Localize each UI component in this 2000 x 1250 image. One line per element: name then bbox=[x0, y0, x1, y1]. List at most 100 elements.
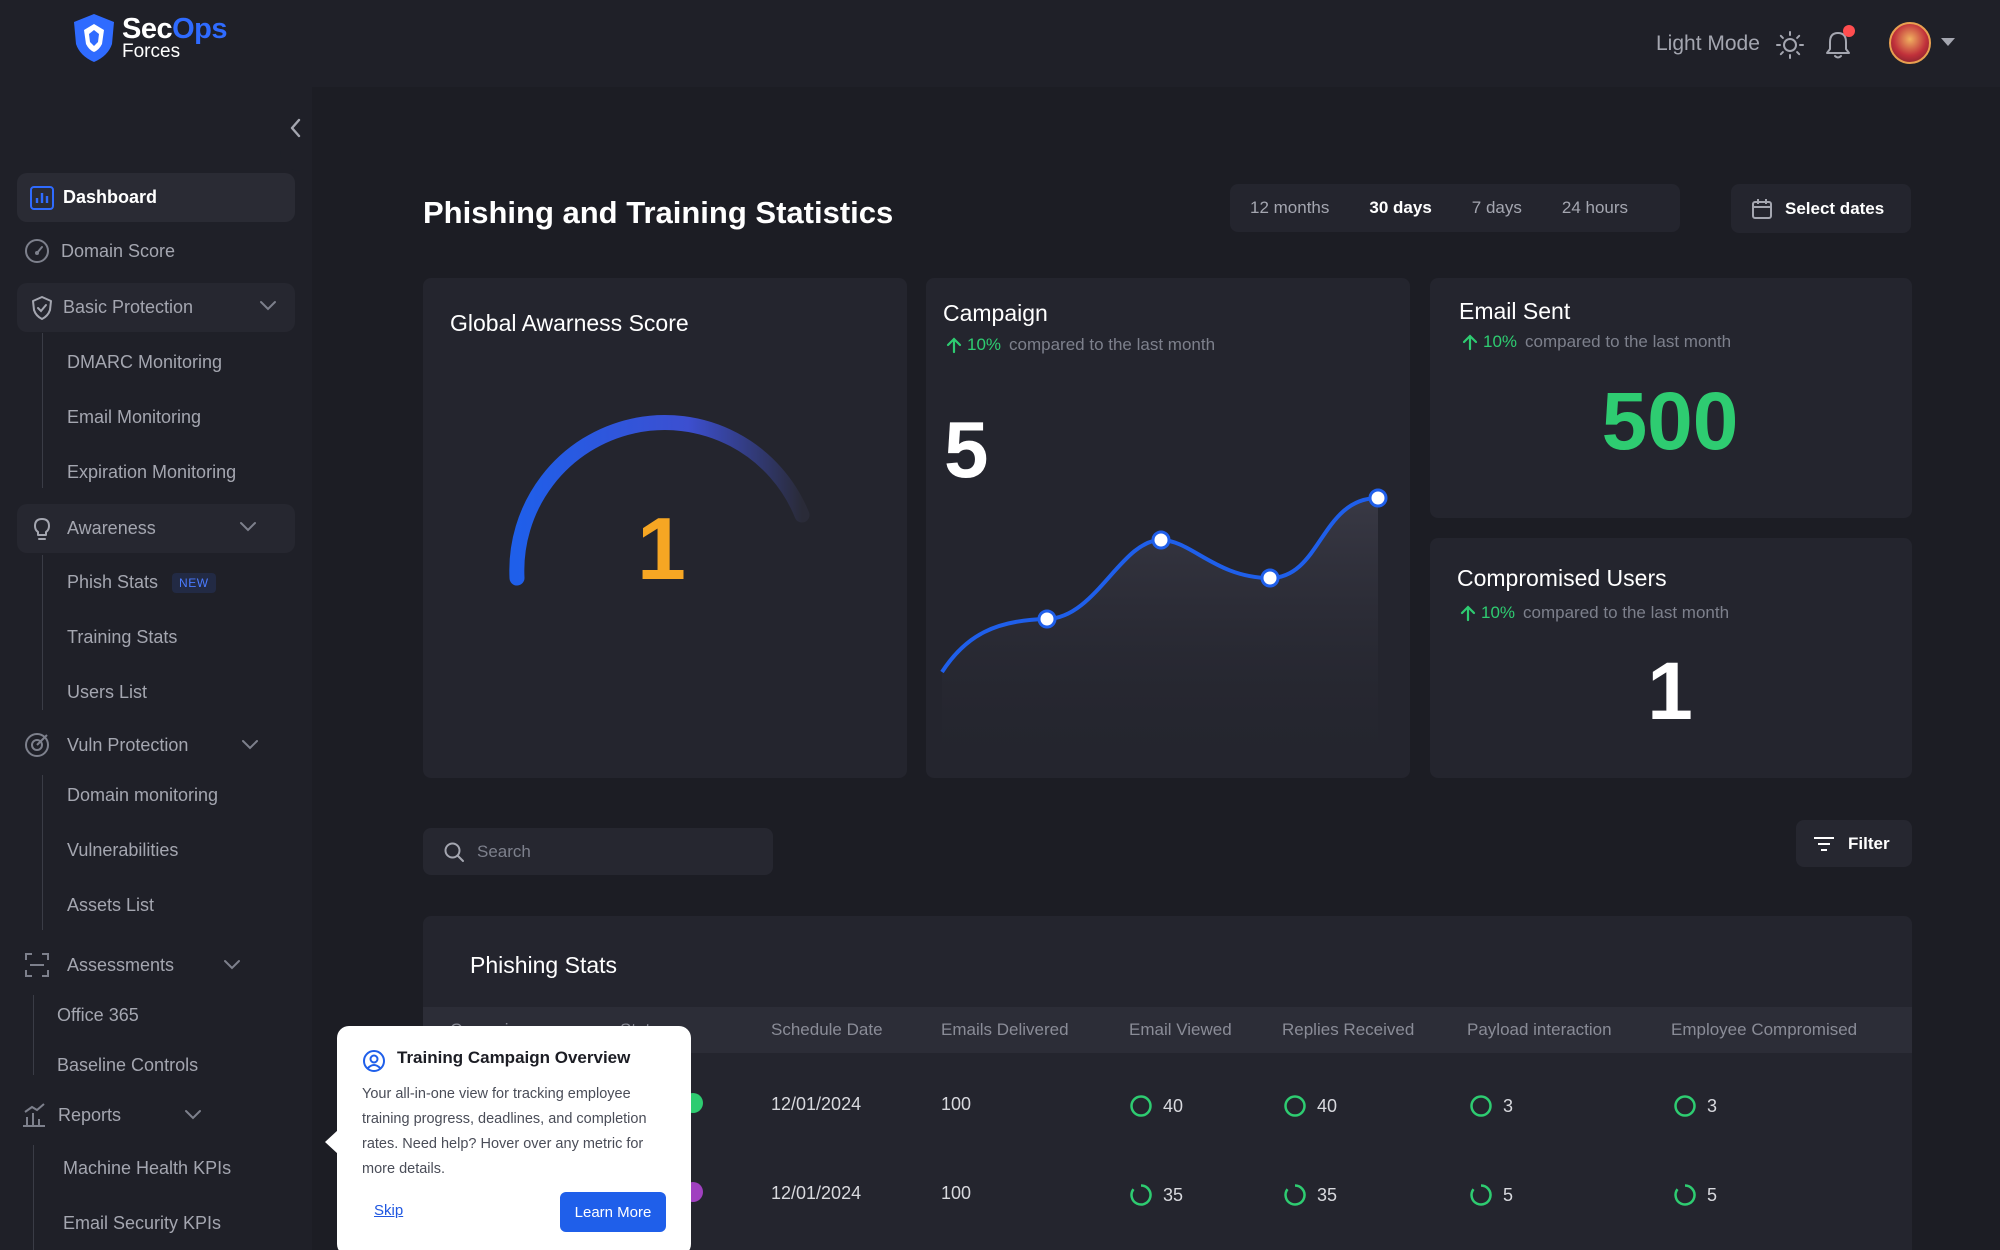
search-box[interactable] bbox=[423, 828, 773, 875]
campaign-value: 5 bbox=[944, 405, 989, 494]
sidebar-item-vuln-protection[interactable]: Vuln Protection bbox=[17, 725, 295, 765]
awareness-score-value: 1 bbox=[637, 499, 686, 598]
sidebar-item-office-365[interactable]: Office 365 bbox=[57, 1005, 139, 1025]
row-replies-received-value: 40 bbox=[1317, 1095, 1338, 1116]
column-header-emails-delivered[interactable]: Emails Delivered bbox=[941, 1020, 1069, 1039]
sidebar-item-label: Awareness bbox=[67, 518, 156, 538]
sidebar-item-label: Basic Protection bbox=[63, 297, 194, 317]
chevron-down-icon bbox=[224, 960, 240, 970]
chevron-down-icon[interactable] bbox=[1941, 38, 1955, 46]
scan-icon bbox=[25, 953, 49, 977]
arrow-up-icon bbox=[946, 337, 962, 354]
row-schedule-date: 12/01/2024 bbox=[771, 1183, 862, 1203]
range-option-7-days[interactable]: 7 days bbox=[1471, 198, 1522, 217]
lightbulb-icon bbox=[34, 517, 50, 540]
email-sent-value: 500 bbox=[1601, 376, 1739, 467]
email-sent-delta-text: compared to the last month bbox=[1525, 332, 1732, 351]
filter-button[interactable]: Filter bbox=[1796, 820, 1912, 867]
sidebar-item-dmarc-monitoring[interactable]: DMARC Monitoring bbox=[67, 352, 223, 372]
sidebar-item-machine-health-kpis[interactable]: Machine Health KPIs bbox=[63, 1158, 232, 1178]
email-sent-card bbox=[1430, 278, 1912, 518]
column-header-schedule-date[interactable]: Schedule Date bbox=[771, 1020, 883, 1039]
select-dates-button[interactable]: Select dates bbox=[1731, 184, 1911, 233]
shield-check-icon bbox=[32, 295, 52, 320]
popover-title: Training Campaign Overview bbox=[397, 1048, 631, 1067]
bell-icon[interactable] bbox=[1824, 30, 1852, 60]
sidebar-item-email-security-kpis[interactable]: Email Security KPIs bbox=[63, 1213, 222, 1233]
sidebar-item-email-monitoring[interactable]: Email Monitoring bbox=[67, 407, 202, 427]
progress-ring-icon bbox=[1284, 1184, 1306, 1206]
sidebar-item-phish-stats[interactable]: Phish Stats NEW bbox=[67, 572, 216, 593]
date-range-selector: 12 months 30 days 7 days 24 hours bbox=[1230, 184, 1680, 232]
popover-arrow bbox=[325, 1130, 338, 1154]
sidebar-item-reports[interactable]: Reports bbox=[14, 1095, 292, 1135]
row-payload-interaction: 5 bbox=[1469, 1183, 1513, 1207]
campaign-delta-pct: 10% bbox=[967, 335, 1002, 354]
sidebar-item-assets-list[interactable]: Assets List bbox=[67, 895, 155, 915]
sidebar-item-baseline-controls[interactable]: Baseline Controls bbox=[57, 1055, 199, 1075]
row-payload-interaction-value: 5 bbox=[1503, 1184, 1514, 1205]
email-sent-title: Email Sent bbox=[1459, 298, 1571, 324]
trend-area bbox=[942, 498, 1378, 778]
column-header-replies-received[interactable]: Replies Received bbox=[1282, 1020, 1415, 1039]
filter-icon bbox=[1814, 836, 1834, 851]
reports-chart-icon bbox=[23, 1103, 45, 1127]
range-option-24-hours[interactable]: 24 hours bbox=[1561, 198, 1629, 217]
notification-dot bbox=[1843, 25, 1855, 37]
arrow-up-icon bbox=[1462, 334, 1478, 351]
sidebar bbox=[0, 87, 312, 1250]
bar-chart-icon bbox=[30, 185, 54, 210]
awareness-gauge bbox=[509, 415, 810, 586]
chevron-down-icon bbox=[240, 522, 256, 532]
sidebar-item-vulnerabilities[interactable]: Vulnerabilities bbox=[67, 840, 179, 860]
campaign-delta: 10% compared to the last month bbox=[945, 335, 1215, 355]
sun-icon[interactable] bbox=[1775, 30, 1805, 60]
column-header-payload-interaction[interactable]: Payload interaction bbox=[1467, 1020, 1612, 1039]
row-replies-received: 35 bbox=[1283, 1183, 1337, 1207]
top-bar bbox=[0, 0, 2000, 87]
sidebar-item-expiration-monitoring[interactable]: Expiration Monitoring bbox=[67, 462, 237, 482]
sidebar-item-label: Domain Score bbox=[61, 240, 176, 261]
sidebar-item-domain-monitoring[interactable]: Domain monitoring bbox=[67, 785, 219, 805]
row-email-viewed: 40 bbox=[1129, 1094, 1183, 1118]
compromised-users-delta-pct: 10% bbox=[1481, 603, 1516, 622]
trend-point bbox=[1037, 609, 1057, 629]
sidebar-item-basic-protection[interactable]: Basic Protection bbox=[17, 283, 295, 332]
campaign-title: Campaign bbox=[943, 300, 1048, 326]
tree-line bbox=[33, 995, 34, 1075]
column-header-employee-compromised[interactable]: Employee Compromised bbox=[1671, 1020, 1858, 1039]
sidebar-item-awareness[interactable]: Awareness bbox=[17, 504, 295, 553]
target-icon bbox=[25, 733, 49, 757]
sidebar-collapse-button[interactable] bbox=[280, 87, 312, 171]
brand-name-part2: Ops bbox=[172, 13, 228, 45]
popover-body: Your all-in-one view for tracking employ… bbox=[362, 1086, 647, 1177]
row-email-viewed: 35 bbox=[1129, 1183, 1183, 1207]
sidebar-item-label: Phish Stats bbox=[67, 572, 159, 592]
trend-point bbox=[1260, 568, 1280, 588]
page-title: Phishing and Training Statistics bbox=[423, 195, 894, 230]
range-option-12-months[interactable]: 12 months bbox=[1250, 198, 1330, 217]
awareness-score-card bbox=[423, 278, 907, 778]
sidebar-item-label: Assessments bbox=[67, 954, 175, 975]
brand-subtitle: Forces bbox=[122, 41, 181, 62]
sidebar-item-dashboard[interactable]: Dashboard bbox=[17, 173, 295, 222]
learn-more-button[interactable]: Learn More bbox=[560, 1192, 666, 1232]
trend-point bbox=[1368, 488, 1388, 508]
sidebar-item-users-list[interactable]: Users List bbox=[67, 682, 148, 702]
theme-toggle-label[interactable]: Light Mode bbox=[1656, 32, 1760, 55]
compromised-users-value: 1 bbox=[1647, 646, 1693, 737]
row-replies-received-value: 35 bbox=[1317, 1184, 1338, 1205]
row-employee-compromised-value: 3 bbox=[1707, 1095, 1718, 1116]
sidebar-item-assessments[interactable]: Assessments bbox=[17, 945, 295, 985]
column-header-email-viewed[interactable]: Email Viewed bbox=[1129, 1020, 1232, 1039]
logo[interactable]: SecOps Forces bbox=[70, 12, 228, 64]
sidebar-item-training-stats[interactable]: Training Stats bbox=[67, 627, 178, 647]
skip-link[interactable]: Skip bbox=[374, 1202, 404, 1219]
avatar[interactable] bbox=[1889, 22, 1931, 64]
sidebar-item-domain-score[interactable]: Domain Score bbox=[17, 231, 295, 271]
row-employee-compromised: 3 bbox=[1673, 1094, 1717, 1118]
row-emails-delivered: 100 bbox=[941, 1094, 972, 1114]
row-schedule-date: 12/01/2024 bbox=[771, 1094, 862, 1114]
range-option-30-days[interactable]: 30 days bbox=[1369, 198, 1432, 217]
search-input[interactable] bbox=[477, 841, 757, 862]
